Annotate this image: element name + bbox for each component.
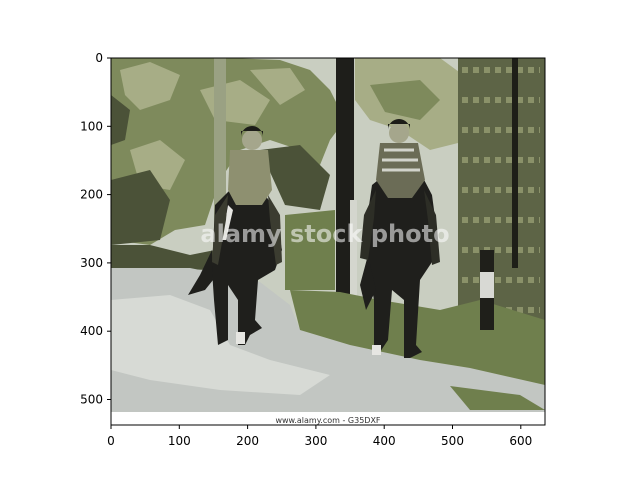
right-rider-legs (360, 190, 440, 265)
left-horse-rider (188, 126, 282, 345)
watermark: alamy stock photo (200, 220, 449, 248)
y-tick-label: 500 (80, 393, 103, 407)
left-hoof-white (236, 332, 245, 344)
right-trees-dark (370, 80, 440, 120)
left-rider-head (242, 130, 262, 150)
axes-frame (110, 57, 546, 426)
mid-hedge (285, 210, 335, 290)
right-horse-body (364, 172, 438, 358)
tree-canopy (111, 58, 345, 245)
x-tick-label: 400 (373, 434, 396, 448)
x-tick-label: 500 (441, 434, 464, 448)
left-rider-body (228, 150, 272, 205)
road-shade (111, 295, 330, 395)
tree-highlights (120, 62, 305, 190)
left-rider-legs (212, 195, 282, 265)
tree-shadows (111, 95, 330, 245)
y-axis: 0 100 200 300 400 500 (80, 51, 111, 407)
y-tick-label: 100 (80, 119, 103, 133)
y-tick-label: 300 (80, 256, 103, 270)
left-horse-blaze (222, 205, 233, 240)
y-tick-label: 200 (80, 188, 103, 202)
right-horse-tail (360, 255, 376, 310)
x-tick-label: 100 (168, 434, 191, 448)
utility-pole (336, 58, 354, 302)
x-tick-label: 200 (236, 434, 259, 448)
caption-text: www.alamy.com - G35DXF (275, 416, 380, 425)
drainpipe (512, 58, 518, 268)
left-hedge (111, 245, 215, 270)
right-horse-rider (360, 119, 440, 358)
fence-post (350, 200, 357, 298)
left-rider-helmet (241, 126, 263, 137)
x-tick-label: 300 (304, 434, 327, 448)
left-horse-tail (188, 250, 213, 295)
photo: alamy stock photo (111, 58, 545, 412)
x-axis: 0 100 200 300 400 500 600 (107, 425, 532, 448)
y-tick-label: 400 (80, 324, 103, 338)
x-tick-label: 600 (509, 434, 532, 448)
right-rider-head (389, 123, 409, 143)
grass-verge-bottom (450, 386, 545, 410)
right-hoof-white (372, 345, 381, 355)
right-rider-stripes (382, 148, 420, 172)
left-horse-body (212, 190, 282, 345)
right-rider-helmet (388, 119, 410, 130)
bollard-stripe (480, 272, 494, 298)
x-tick-label: 0 (107, 434, 115, 448)
y-tick-label: 0 (95, 51, 103, 65)
